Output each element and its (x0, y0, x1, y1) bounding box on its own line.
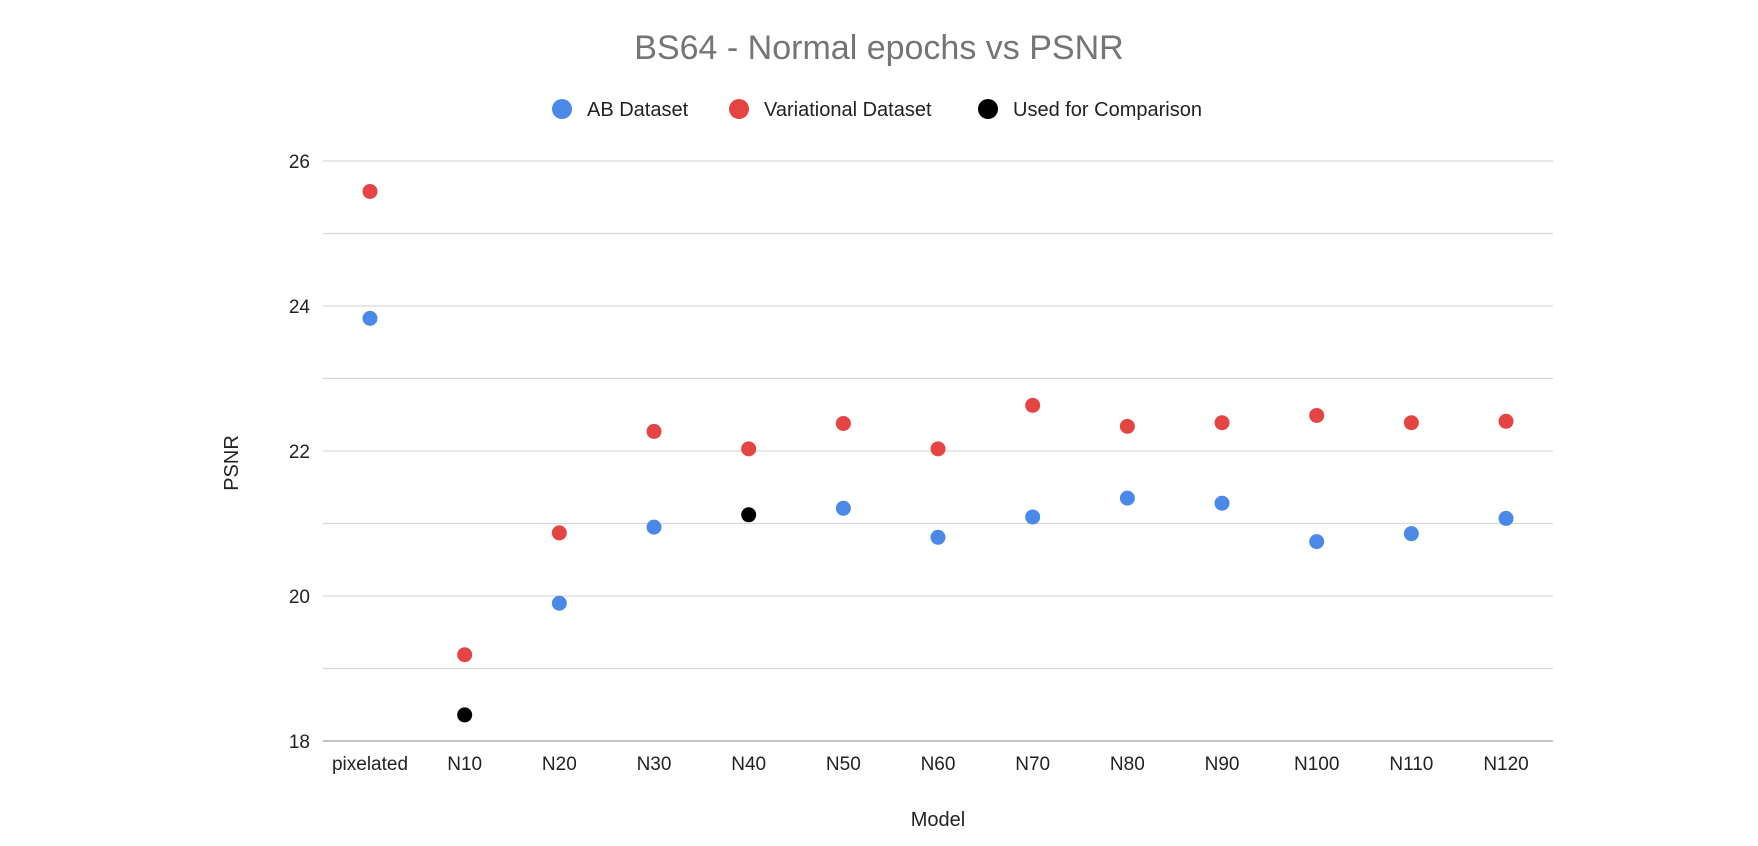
x-tick-label: N120 (1483, 754, 1528, 775)
legend-marker (729, 99, 749, 119)
x-axis-ticks: pixelated N10 N20 N30 N40 N50 N60 N70 N80 N90 N100… (332, 754, 1529, 775)
data-point (362, 183, 378, 199)
x-tick-label: N60 (921, 754, 956, 775)
data-point (930, 441, 946, 457)
x-tick-label: N100 (1294, 754, 1339, 775)
y-tick-label: 20 (289, 587, 310, 608)
x-tick-label: N20 (542, 754, 577, 775)
data-point (457, 707, 473, 723)
data-point (1119, 490, 1135, 506)
data-point (551, 595, 567, 611)
data-point (741, 507, 757, 523)
data-point (1119, 418, 1135, 434)
data-point (930, 529, 946, 545)
data-point (1309, 407, 1325, 423)
x-tick-label: N70 (1015, 754, 1050, 775)
x-axis-label: Model (911, 809, 965, 831)
chart-title: BS64 - Normal epochs vs PSNR (634, 29, 1123, 67)
legend-marker (978, 99, 998, 119)
legend-label: AB Dataset (587, 99, 689, 121)
data-point (1214, 415, 1230, 431)
data-point (646, 519, 662, 535)
data-point (551, 525, 567, 541)
legend-label: Used for Comparison (1013, 99, 1202, 121)
legend: AB Dataset Variational Dataset Used for Co… (552, 99, 1202, 121)
data-point (835, 500, 851, 516)
x-tick-label: N40 (731, 754, 766, 775)
data-point (741, 441, 757, 457)
x-tick-label: N110 (1389, 754, 1433, 775)
gridlines (323, 160, 1553, 742)
y-tick-label: 18 (289, 732, 310, 753)
x-tick-label: pixelated (332, 754, 408, 775)
x-tick-label: N50 (826, 754, 861, 775)
x-tick-label: N10 (447, 754, 482, 775)
legend-label: Variational Dataset (764, 99, 932, 121)
data-point (1403, 415, 1419, 431)
y-axis-ticks: 18 20 22 24 26 (289, 152, 311, 753)
data-points (362, 183, 1514, 723)
y-tick-label: 26 (289, 152, 310, 173)
data-point (835, 415, 851, 431)
x-tick-label: N80 (1110, 754, 1145, 775)
data-point (1214, 495, 1230, 511)
data-point (1025, 509, 1041, 525)
y-tick-label: 22 (289, 442, 310, 463)
data-point (362, 310, 378, 326)
x-tick-label: N30 (637, 754, 672, 775)
x-tick-label: N90 (1205, 754, 1240, 775)
data-point (1025, 397, 1041, 413)
data-point (1309, 534, 1325, 550)
data-point (1498, 413, 1514, 429)
data-point (457, 647, 473, 663)
data-point (646, 423, 662, 439)
y-axis-label: PSNR (221, 435, 243, 491)
legend-marker (552, 99, 572, 119)
data-point (1498, 510, 1514, 526)
y-tick-label: 24 (289, 297, 311, 318)
data-point (1403, 526, 1419, 542)
